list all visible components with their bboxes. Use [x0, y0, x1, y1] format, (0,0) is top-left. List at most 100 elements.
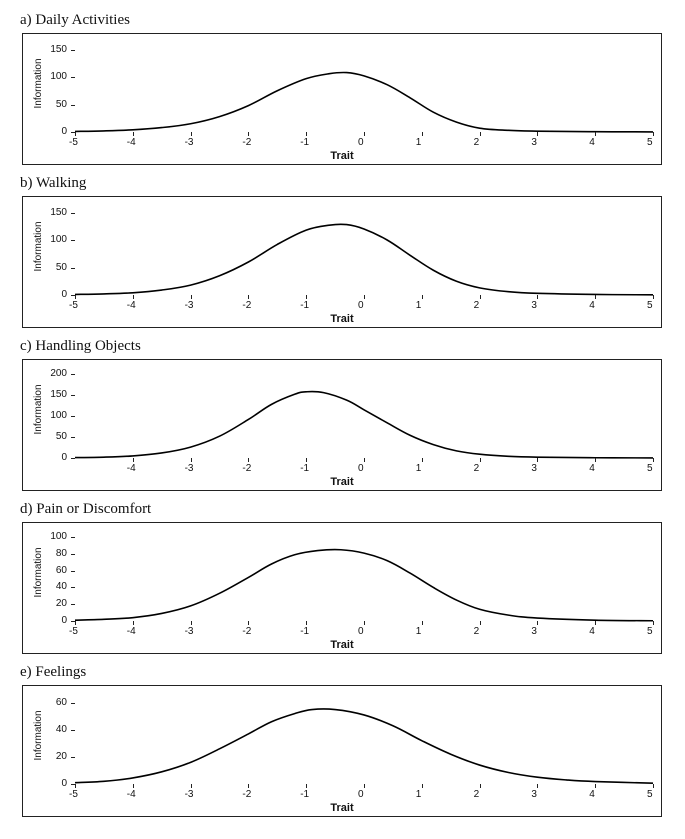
x-tick-label: -4 — [127, 789, 136, 800]
x-tick-label: -1 — [300, 789, 309, 800]
x-axis-label: Trait — [330, 639, 353, 651]
y-tick-label: 0 — [61, 615, 67, 626]
y-tick-label: 0 — [61, 452, 67, 463]
y-tick-mark — [71, 374, 75, 375]
x-tick-mark — [364, 295, 365, 299]
x-tick-mark — [595, 458, 596, 462]
information-curve — [75, 533, 653, 621]
x-tick-label: -2 — [242, 137, 251, 148]
y-tick-label: 100 — [50, 234, 67, 245]
x-axis-label: Trait — [330, 802, 353, 814]
y-tick-label: 50 — [56, 431, 67, 442]
x-tick-mark — [653, 784, 654, 788]
x-tick-label: 5 — [647, 626, 653, 637]
chart-box: InformationTrait050100150200-4-3-2-10123… — [22, 359, 662, 491]
x-tick-mark — [133, 621, 134, 625]
x-tick-label: 5 — [647, 789, 653, 800]
x-tick-mark — [653, 621, 654, 625]
x-tick-mark — [75, 295, 76, 299]
x-tick-label: 3 — [531, 137, 537, 148]
x-tick-mark — [248, 295, 249, 299]
y-axis-label: Information — [33, 547, 44, 597]
x-tick-label: -1 — [300, 463, 309, 474]
curve-path — [75, 709, 653, 783]
y-tick-label: 60 — [56, 697, 67, 708]
plot-area — [75, 44, 653, 132]
x-tick-label: 2 — [474, 789, 480, 800]
plot-area — [75, 370, 653, 458]
panel-b: b) WalkingInformationTrait050100150-5-4-… — [16, 175, 669, 328]
x-tick-mark — [595, 784, 596, 788]
y-tick-mark — [71, 240, 75, 241]
x-tick-mark — [364, 458, 365, 462]
x-tick-label: 2 — [474, 626, 480, 637]
y-tick-mark — [71, 604, 75, 605]
x-tick-mark — [306, 458, 307, 462]
y-tick-mark — [71, 458, 75, 459]
x-tick-mark — [248, 132, 249, 136]
information-curve — [75, 44, 653, 132]
x-tick-label: 0 — [358, 789, 364, 800]
y-tick-label: 0 — [61, 289, 67, 300]
x-tick-mark — [248, 621, 249, 625]
x-tick-label: 3 — [531, 626, 537, 637]
x-tick-label: -2 — [242, 463, 251, 474]
x-tick-label: 3 — [531, 463, 537, 474]
x-tick-mark — [75, 784, 76, 788]
y-tick-mark — [71, 395, 75, 396]
x-tick-mark — [364, 132, 365, 136]
x-tick-mark — [537, 295, 538, 299]
x-tick-mark — [133, 132, 134, 136]
y-tick-label: 0 — [61, 126, 67, 137]
x-tick-mark — [595, 132, 596, 136]
y-tick-mark — [71, 268, 75, 269]
x-tick-label: -2 — [242, 626, 251, 637]
y-tick-mark — [71, 554, 75, 555]
y-tick-label: 60 — [56, 565, 67, 576]
x-tick-mark — [191, 621, 192, 625]
x-tick-label: 5 — [647, 137, 653, 148]
panel-e: e) FeelingsInformationTrait0204060-5-4-3… — [16, 664, 669, 817]
y-tick-label: 50 — [56, 99, 67, 110]
y-tick-label: 40 — [56, 724, 67, 735]
x-tick-label: 0 — [358, 626, 364, 637]
y-tick-mark — [71, 50, 75, 51]
panel-title-b: b) Walking — [20, 175, 669, 192]
x-tick-label: -4 — [127, 463, 136, 474]
x-tick-label: -2 — [242, 789, 251, 800]
x-axis-label: Trait — [330, 476, 353, 488]
x-tick-mark — [306, 132, 307, 136]
x-tick-mark — [364, 784, 365, 788]
y-tick-label: 100 — [50, 71, 67, 82]
x-tick-label: 3 — [531, 789, 537, 800]
x-tick-label: -3 — [185, 463, 194, 474]
x-tick-label: 0 — [358, 463, 364, 474]
y-tick-label: 100 — [50, 410, 67, 421]
x-tick-mark — [306, 784, 307, 788]
x-tick-label: 1 — [416, 463, 422, 474]
x-tick-label: -3 — [185, 626, 194, 637]
y-tick-mark — [71, 77, 75, 78]
x-tick-mark — [537, 458, 538, 462]
x-tick-label: 4 — [589, 789, 595, 800]
y-axis-label: Information — [33, 710, 44, 760]
y-tick-label: 0 — [61, 778, 67, 789]
x-tick-label: 1 — [416, 626, 422, 637]
y-tick-mark — [71, 571, 75, 572]
x-tick-label: 4 — [589, 137, 595, 148]
chart-box: InformationTrait050100150-5-4-3-2-101234… — [22, 33, 662, 165]
x-tick-mark — [75, 132, 76, 136]
x-tick-mark — [133, 784, 134, 788]
y-tick-label: 20 — [56, 751, 67, 762]
x-tick-mark — [537, 784, 538, 788]
x-tick-mark — [653, 295, 654, 299]
x-tick-mark — [422, 295, 423, 299]
x-tick-mark — [480, 784, 481, 788]
y-tick-mark — [71, 416, 75, 417]
x-tick-label: 1 — [416, 300, 422, 311]
x-tick-label: -1 — [300, 626, 309, 637]
panel-title-a: a) Daily Activities — [20, 12, 669, 29]
x-tick-mark — [653, 458, 654, 462]
x-tick-label: -2 — [242, 300, 251, 311]
x-tick-mark — [422, 784, 423, 788]
